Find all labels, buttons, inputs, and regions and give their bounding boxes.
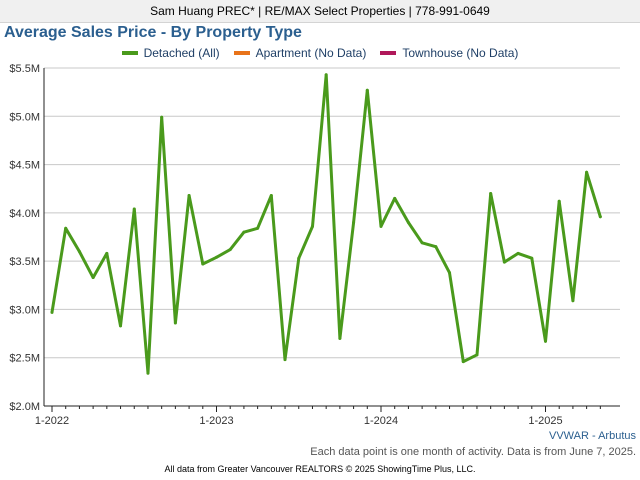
legend-swatch-apartment	[233, 51, 250, 55]
data-point	[557, 199, 561, 203]
data-point	[215, 255, 218, 259]
y-tick-label: $5.5M	[9, 63, 40, 75]
data-point	[119, 324, 123, 328]
y-tick-label: $3.5M	[9, 256, 40, 268]
legend-item-detached[interactable]: Detached (All)	[121, 45, 220, 61]
data-point	[489, 192, 493, 196]
data-point	[502, 260, 506, 264]
y-tick-label: $4.5M	[9, 160, 40, 172]
data-note: Each data point is one month of activity…	[310, 446, 636, 458]
data-point	[420, 241, 424, 245]
chart-legend: Detached (All) Apartment (No Data) Townh…	[0, 45, 640, 61]
data-point	[310, 224, 314, 228]
data-point	[544, 339, 547, 343]
data-point	[434, 245, 438, 249]
data-point	[283, 358, 287, 362]
data-point	[201, 262, 205, 266]
legend-item-apartment[interactable]: Apartment (No Data)	[233, 45, 367, 61]
data-point	[393, 196, 397, 200]
region-label: VVWAR - Arbutus	[548, 430, 636, 442]
data-point	[338, 336, 342, 340]
legend-swatch-detached	[121, 51, 138, 55]
data-point	[50, 310, 54, 314]
data-point	[448, 271, 452, 275]
x-tick-label: 1-2025	[528, 415, 562, 427]
y-tick-label: $2.0M	[9, 401, 40, 413]
axes: $2.0M $2.5M $3.0M $3.5M $4.0M $4.5M $5.0M $5.5M…	[9, 63, 620, 427]
data-point	[406, 221, 410, 225]
legend-item-townhouse[interactable]: Townhouse (No Data)	[380, 45, 518, 61]
chart-title: Average Sales Price - By Property Type	[4, 24, 302, 41]
data-point	[228, 248, 232, 252]
legend-swatch-townhouse	[380, 51, 397, 55]
header-banner: Sam Huang PREC* | RE/MAX Select Properti…	[0, 0, 640, 23]
data-point	[160, 115, 164, 119]
data-point	[77, 249, 81, 253]
data-point	[91, 276, 95, 280]
series-line-0	[50, 73, 602, 375]
data-point	[324, 73, 328, 77]
data-point	[256, 226, 260, 230]
data-point	[598, 215, 602, 219]
data-point	[269, 193, 273, 197]
data-point	[475, 353, 479, 357]
series-lines	[50, 73, 602, 375]
data-point	[530, 256, 534, 260]
y-tick-label: $4.0M	[9, 208, 40, 220]
data-point	[585, 170, 589, 174]
legend-label-apartment: Apartment (No Data)	[255, 46, 367, 60]
data-point	[146, 371, 150, 375]
x-tick-label: 1-2024	[364, 415, 398, 427]
plot-area: $2.0M $2.5M $3.0M $3.5M $4.0M $4.5M $5.0M $5.5M…	[9, 63, 620, 427]
x-tick-label: 1-2022	[35, 415, 69, 427]
data-point	[379, 224, 383, 228]
data-point	[132, 207, 136, 211]
data-point	[187, 193, 191, 197]
data-point	[571, 299, 575, 303]
y-tick-label: $5.0M	[9, 111, 40, 123]
y-tick-label: $3.0M	[9, 304, 40, 316]
data-point	[297, 256, 301, 260]
data-point	[461, 360, 465, 364]
grid-lines	[44, 67, 620, 407]
legend-label-townhouse: Townhouse (No Data)	[402, 46, 519, 60]
data-point	[516, 251, 520, 255]
data-point	[242, 230, 246, 234]
data-point	[105, 251, 109, 255]
data-credit: All data from Greater Vancouver REALTORS…	[164, 464, 476, 474]
x-tick-label: 1-2023	[199, 415, 233, 427]
data-point	[173, 321, 177, 325]
data-point	[352, 221, 356, 225]
data-point	[64, 226, 68, 230]
data-point	[365, 88, 369, 92]
legend-label-detached: Detached (All)	[143, 46, 220, 60]
y-tick-label: $2.5M	[9, 353, 40, 365]
